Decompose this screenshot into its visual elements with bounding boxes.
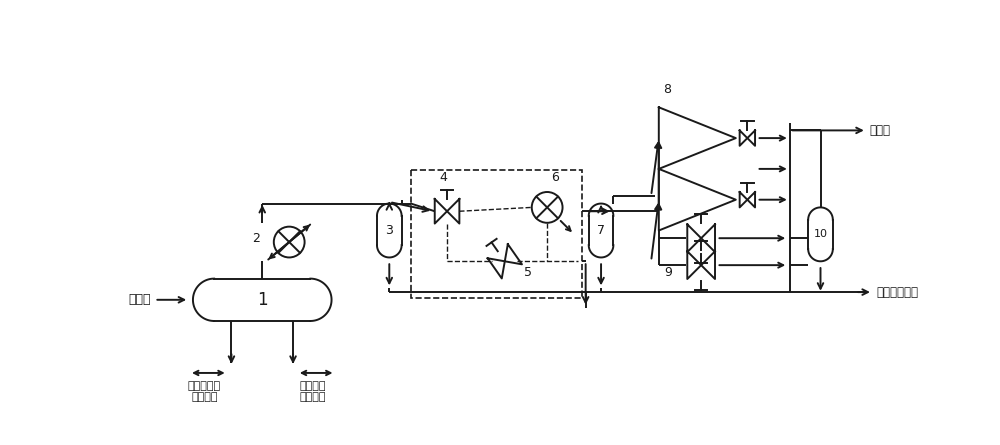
Text: 去闭式排放罐: 去闭式排放罐: [876, 286, 918, 299]
Text: 1: 1: [257, 291, 268, 309]
Circle shape: [274, 227, 305, 258]
Text: 井流物: 井流物: [128, 293, 151, 306]
Text: 6: 6: [551, 171, 559, 184]
Text: 生产水去水
处理系统: 生产水去水 处理系统: [188, 380, 221, 402]
Text: 7: 7: [597, 224, 605, 237]
Text: 4: 4: [439, 170, 447, 183]
Text: 5: 5: [524, 267, 532, 279]
Text: 8: 8: [663, 83, 671, 96]
Text: 9: 9: [664, 267, 672, 279]
Circle shape: [532, 192, 563, 223]
Text: 2: 2: [252, 232, 260, 245]
Text: 3: 3: [385, 224, 393, 237]
Text: 去海管: 去海管: [869, 124, 890, 137]
Text: 原油去下
一级脱水: 原油去下 一级脱水: [299, 380, 326, 402]
Text: 10: 10: [814, 229, 828, 239]
